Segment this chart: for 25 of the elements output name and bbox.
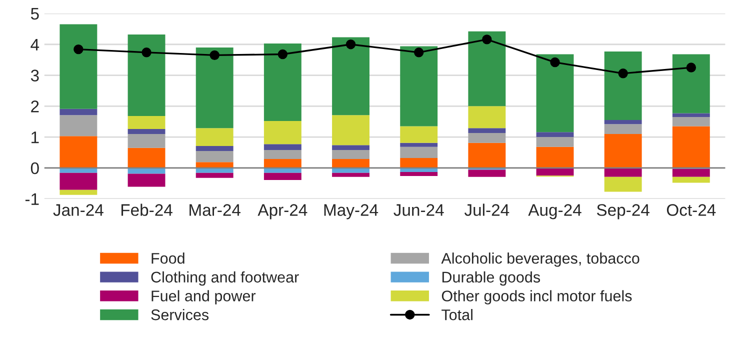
legend-label: Other goods incl motor fuels	[442, 290, 632, 304]
y-tick-label: 4	[30, 38, 40, 50]
legend-label: Durable goods	[442, 271, 540, 286]
legend-label: Fuel and power	[152, 290, 256, 304]
x-tick-label: Sep-24	[596, 204, 650, 220]
x-tick-label: Oct-24	[666, 204, 716, 216]
legend-label: Food	[152, 252, 184, 264]
y-tick-label: 2	[31, 100, 39, 112]
x-tick-label: Feb-24	[121, 204, 172, 216]
x-tick-label: Apr-24	[258, 204, 308, 220]
legend-label: Clothing and footwear	[151, 271, 299, 286]
legend-label: Total	[442, 309, 472, 320]
x-tick-label: Jun-24	[394, 204, 444, 216]
x-tick-label: May-24	[324, 204, 378, 220]
x-tick-label: Mar-24	[190, 204, 241, 216]
y-tick-label: 3	[30, 70, 39, 82]
y-tick-label: 0	[30, 162, 39, 174]
x-tick-label: Aug-24	[528, 204, 582, 220]
x-tick-label: Jan-24	[53, 204, 104, 216]
legend-label: Services	[151, 309, 209, 320]
y-tick-label: -1	[25, 193, 39, 205]
y-tick-label: 5	[30, 8, 39, 20]
x-tick-label: Jul-24	[464, 204, 510, 216]
legend-label: Alcoholic beverages, tobacco	[441, 252, 640, 267]
y-tick-label: 1	[32, 132, 39, 144]
